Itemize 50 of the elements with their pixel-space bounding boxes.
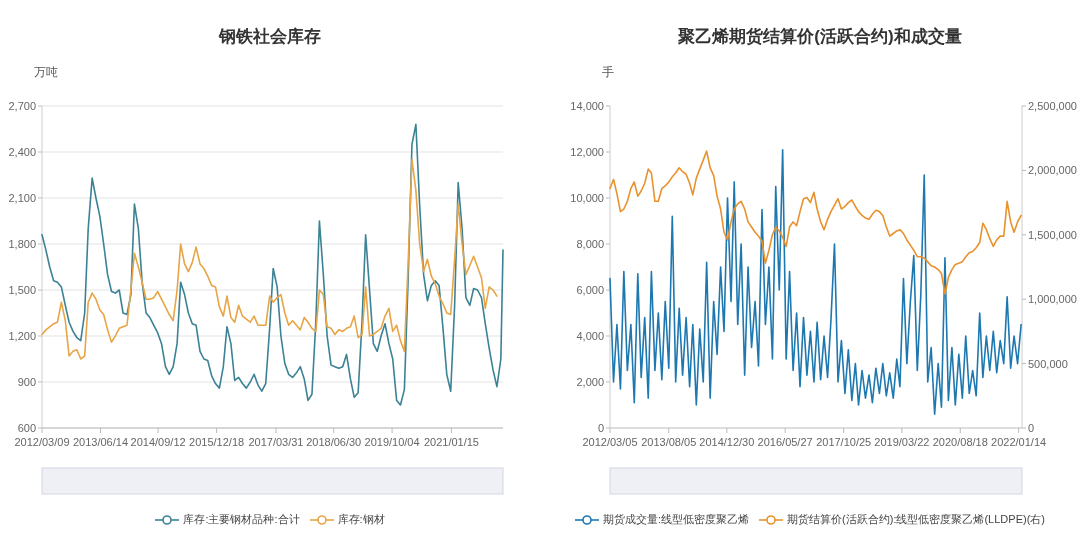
x-tick-label: 2013/08/05 xyxy=(641,436,697,448)
y-axis-title: 手 xyxy=(602,65,614,79)
y-tick-label: 4,000 xyxy=(576,330,604,342)
x-tick-label: 2017/10/25 xyxy=(816,436,872,448)
line-series xyxy=(609,148,1022,415)
x-tick-label: 2013/06/14 xyxy=(72,436,129,448)
x-tick-label: 2016/05/27 xyxy=(757,436,813,448)
y2-tick-label: 0 xyxy=(1028,422,1035,434)
x-tick-label: 2021/01/15 xyxy=(423,436,479,448)
chart-title: 聚乙烯期货结算价(活跃合约)和成交量 xyxy=(677,27,962,46)
y-tick-label: 2,100 xyxy=(8,192,36,204)
x-tick-label: 2014/09/12 xyxy=(130,436,186,448)
y2-tick-label: 1,000,000 xyxy=(1028,293,1077,306)
y-tick-label: 10,000 xyxy=(570,192,604,204)
x-tick-label: 2012/03/05 xyxy=(582,436,638,448)
y-tick-label: 12,000 xyxy=(570,146,604,158)
x-tick-label: 2020/08/18 xyxy=(932,436,988,448)
x-tick-label: 2015/12/18 xyxy=(189,436,245,448)
y2-tick-label: 2,000,000 xyxy=(1028,164,1077,177)
x-tick-label: 2019/10/04 xyxy=(364,436,420,448)
y-tick-label: 8,000 xyxy=(576,238,604,250)
y2-tick-label: 2,500,000 xyxy=(1028,100,1077,112)
legend-label: 期货结算价(活跃合约):线型低密度聚乙烯(LLDPE)(右) xyxy=(787,512,1045,527)
y-tick-label: 1,800 xyxy=(8,238,36,250)
y-tick-label: 2,000 xyxy=(576,376,604,388)
legend-label: 库存:主要钢材品种:合计 xyxy=(183,512,300,527)
y-tick-label: 2,400 xyxy=(8,146,36,158)
y-tick-label: 1,500 xyxy=(8,284,36,296)
line-series xyxy=(41,158,498,360)
y-tick-label: 0 xyxy=(597,422,604,434)
x-tick-label: 2018/06/30 xyxy=(306,436,362,448)
legend-label: 期货成交量:线型低密度聚乙烯 xyxy=(603,512,750,527)
y-tick-label: 14,000 xyxy=(570,100,604,112)
line-series xyxy=(41,123,504,406)
x-tick-label: 2019/03/22 xyxy=(874,436,930,448)
x-tick-label: 2022/01/14 xyxy=(991,436,1047,448)
y-tick-label: 1,200 xyxy=(8,330,36,342)
x-tick-label: 2012/03/09 xyxy=(14,436,70,448)
y-tick-label: 600 xyxy=(17,422,36,434)
y2-tick-label: 1,500,000 xyxy=(1028,228,1077,241)
y-tick-label: 6,000 xyxy=(576,284,604,296)
x-tick-label: 2014/12/30 xyxy=(699,436,755,448)
chart-title: 钢铁社会库存 xyxy=(218,27,321,46)
x-tick-label: 2017/03/31 xyxy=(248,436,304,448)
legend-label: 库存:钢材 xyxy=(337,512,385,527)
y-tick-label: 2,700 xyxy=(8,100,36,112)
y-tick-label: 900 xyxy=(17,376,36,388)
line-series xyxy=(609,150,1022,295)
y-axis-title: 万吨 xyxy=(34,65,58,79)
y2-tick-label: 500,000 xyxy=(1028,357,1068,370)
